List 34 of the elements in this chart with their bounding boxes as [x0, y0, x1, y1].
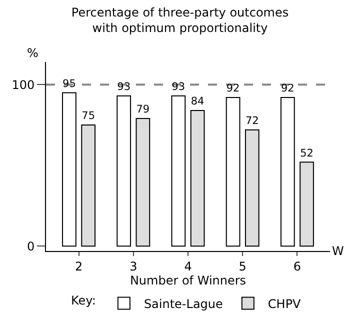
y-tick-label: 0	[26, 239, 35, 254]
y-axis-title: %	[27, 46, 38, 60]
data-label: 92	[280, 82, 294, 95]
legend-title: Key:	[71, 293, 96, 308]
x-tick-label: 5	[238, 259, 246, 274]
bar	[280, 97, 295, 247]
data-label: 93	[117, 81, 131, 94]
data-label: 72	[245, 114, 259, 127]
bar	[226, 97, 240, 247]
data-label: 92	[226, 82, 240, 95]
bar	[171, 95, 186, 247]
text: W	[332, 244, 344, 258]
bar	[244, 129, 260, 247]
bar	[136, 118, 150, 247]
data-label: 52	[300, 147, 314, 160]
bar	[300, 162, 314, 247]
data-label: 75	[82, 110, 96, 122]
data-label: 84	[190, 96, 205, 108]
x-tick-label: 4	[184, 259, 192, 274]
bar	[62, 92, 76, 247]
data-label: 79	[136, 104, 150, 116]
x-tick-label: 3	[130, 259, 138, 274]
data-label: 93	[172, 81, 186, 94]
legend-label: Sainte-Lague	[144, 296, 223, 311]
y-tick-label: 100	[12, 78, 35, 92]
bar	[190, 110, 205, 247]
data-label: 95	[62, 78, 76, 90]
x-axis-title: Number of Winners	[130, 273, 246, 288]
x-tick-label: 6	[293, 259, 302, 274]
chart-title: Percentage of three-party outcomes with optimum proportionality	[71, 6, 289, 36]
legend-label: CHPV	[268, 296, 302, 311]
bar	[81, 124, 96, 247]
x-tick-label: 2	[74, 259, 83, 274]
bar	[116, 95, 132, 247]
